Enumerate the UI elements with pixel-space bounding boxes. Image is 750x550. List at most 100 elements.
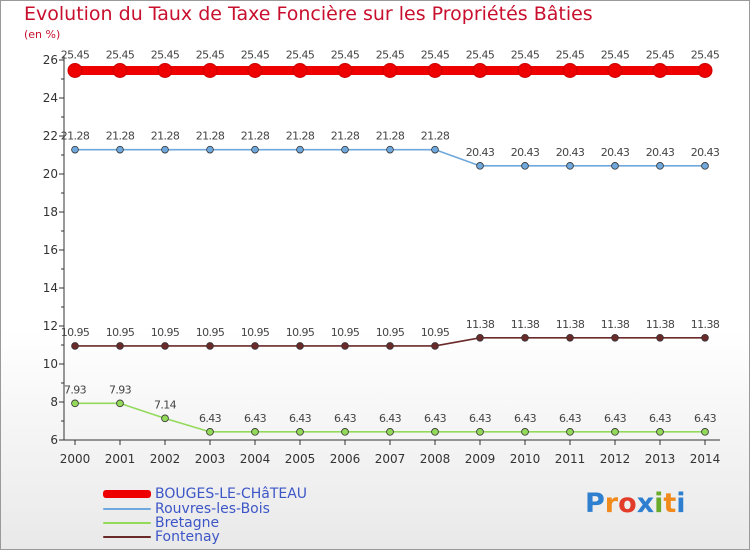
data-point	[476, 162, 484, 170]
data-point	[116, 145, 124, 154]
data-label: 25.45	[331, 48, 360, 61]
data-point	[206, 428, 214, 436]
data-point	[697, 62, 713, 78]
x-tick-label: 2011	[555, 452, 586, 466]
data-label: 10.95	[241, 326, 270, 339]
data-point	[251, 342, 259, 350]
legend-swatch	[103, 490, 151, 498]
y-tick-label: 22	[43, 129, 58, 143]
data-point	[701, 428, 709, 436]
data-label: 10.95	[376, 326, 405, 339]
data-label: 21.28	[241, 130, 270, 143]
x-tick-label: 2007	[375, 452, 406, 466]
legend-label: BOUGES-LE-CHâTEAU	[155, 486, 308, 502]
data-point	[292, 62, 308, 78]
x-tick-label: 2005	[285, 452, 316, 466]
data-label: 11.38	[601, 318, 630, 331]
data-label: 25.45	[511, 48, 540, 61]
data-label: 6.43	[424, 412, 447, 425]
data-point	[161, 414, 169, 423]
legend-item: Bretagne	[103, 515, 219, 531]
data-label: 11.38	[466, 318, 495, 331]
data-label: 25.45	[196, 48, 225, 61]
y-axis-unit-label: (en %)	[24, 28, 61, 41]
data-point	[386, 342, 394, 350]
logo-letter: x	[636, 488, 655, 519]
x-tick-label: 2000	[60, 452, 91, 466]
y-tick-label: 14	[43, 281, 58, 295]
data-label: 7.14	[154, 398, 177, 411]
data-label: 25.45	[556, 48, 585, 61]
data-point	[116, 342, 124, 350]
data-point	[611, 428, 619, 436]
data-label: 25.45	[151, 48, 180, 61]
data-label: 6.43	[199, 412, 222, 425]
data-label: 25.45	[646, 48, 675, 61]
data-point	[521, 162, 529, 170]
logo-letter: P	[585, 488, 605, 519]
data-point	[251, 428, 259, 436]
data-label: 11.38	[691, 318, 720, 331]
data-label: 11.38	[511, 318, 540, 331]
data-point	[296, 145, 304, 154]
data-label: 25.45	[601, 48, 630, 61]
x-tick-label: 2002	[150, 452, 181, 466]
data-label: 10.95	[196, 326, 225, 339]
logo-letter: t	[663, 488, 677, 519]
data-point	[652, 62, 668, 78]
data-label: 10.95	[331, 326, 360, 339]
data-label: 11.38	[556, 318, 585, 331]
data-label: 11.38	[646, 318, 675, 331]
data-label: 21.28	[151, 130, 180, 143]
data-label: 6.43	[289, 412, 312, 425]
data-point	[517, 62, 533, 78]
data-label: 25.45	[376, 48, 405, 61]
data-point	[521, 333, 529, 342]
x-tick-label: 2009	[465, 452, 496, 466]
data-label: 10.95	[61, 326, 90, 339]
data-point	[476, 333, 484, 342]
x-tick-label: 2014	[690, 452, 721, 466]
data-point	[157, 62, 173, 78]
data-point	[161, 342, 169, 350]
data-point	[386, 145, 394, 154]
data-point	[611, 333, 619, 342]
x-tick-label: 2004	[240, 452, 271, 466]
x-tick-label: 2001	[105, 452, 136, 466]
data-point	[296, 342, 304, 350]
data-point	[521, 428, 529, 436]
data-point	[607, 62, 623, 78]
data-label: 7.93	[64, 383, 87, 396]
data-point	[431, 145, 439, 154]
data-point	[206, 342, 214, 350]
data-label: 6.43	[604, 412, 627, 425]
data-point	[472, 62, 488, 78]
data-point	[431, 428, 439, 436]
x-tick-label: 2010	[510, 452, 541, 466]
data-label: 25.45	[106, 48, 135, 61]
data-point	[566, 333, 574, 342]
data-point	[566, 162, 574, 170]
data-label: 10.95	[421, 326, 450, 339]
data-point	[71, 399, 79, 408]
logo-letter: r	[604, 488, 619, 519]
data-label: 25.45	[421, 48, 450, 61]
data-label: 21.28	[331, 130, 360, 143]
legend-label: Fontenay	[155, 529, 220, 545]
y-tick-label: 8	[50, 395, 58, 409]
y-tick-label: 10	[43, 357, 58, 371]
data-point	[67, 62, 83, 78]
data-point	[71, 342, 79, 350]
data-point	[562, 62, 578, 78]
data-label: 6.43	[244, 412, 267, 425]
data-point	[386, 428, 394, 436]
data-point	[476, 428, 484, 436]
data-label: 25.45	[286, 48, 315, 61]
data-point	[656, 162, 664, 170]
y-tick-label: 18	[43, 205, 58, 219]
data-label: 20.43	[601, 146, 630, 159]
y-tick-label: 26	[43, 53, 58, 67]
legend-swatch	[103, 522, 151, 524]
legend-item: BOUGES-LE-CHâTEAU	[103, 486, 307, 502]
